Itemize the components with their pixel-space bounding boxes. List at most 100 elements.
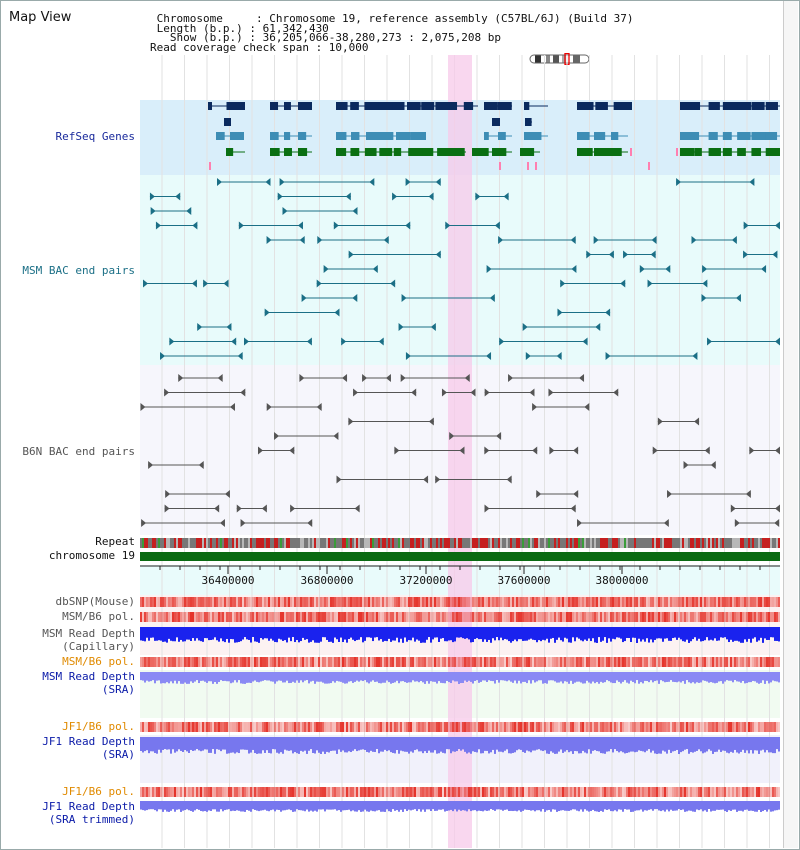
jf1-sra-depth-bar (640, 737, 642, 751)
msm-sra-depth-bar (204, 672, 206, 682)
msm-sra-depth-bar (566, 672, 568, 682)
msm-capillary-depth-bar (542, 627, 544, 640)
track-label-jf1-depth-trimmed[interactable]: JF1 Read Depth (42, 800, 135, 813)
msm-capillary-depth-bar (208, 627, 210, 641)
vertical-scrollbar[interactable] (783, 1, 798, 848)
dbsnp-heat (150, 597, 152, 607)
msm-b6-pol-heat (370, 612, 372, 622)
track-label-chromosome[interactable]: chromosome 19 (48, 549, 135, 562)
track-label-jf1-b6-pol-1[interactable]: JF1/B6 pol. (62, 720, 135, 733)
jf1-trimmed-depth-bar (398, 801, 400, 812)
b6n-bac-pair-end (683, 461, 689, 469)
msm-b6-pol-heat (256, 612, 258, 622)
repeat-element (222, 538, 224, 548)
msm-b6-pol2-heat (316, 657, 318, 667)
jf1-b6-pol2-heat (688, 787, 690, 797)
msm-sra-depth-bar (686, 672, 688, 681)
msm-b6-pol2-heat (516, 657, 518, 667)
msm-bac-pair-end (595, 323, 601, 331)
b6n-bac-pair-end (289, 446, 295, 455)
msm-sra-depth-bar (348, 672, 350, 682)
jf1-b6-pol2-heat (224, 787, 226, 797)
msm-capillary-depth-bar (600, 627, 602, 642)
jf1-b6-pol2-heat (432, 787, 434, 797)
jf1-b6-pol-heat (438, 722, 440, 732)
b6n-bac-pair-end (165, 490, 171, 498)
repeat-element (624, 538, 626, 548)
jf1-b6-pol-heat (500, 722, 502, 732)
msm-capillary-depth-bar (554, 627, 556, 643)
msm-b6-pol2-heat (398, 657, 400, 667)
msm-sra-depth-bar (688, 672, 690, 683)
jf1-b6-pol2-heat (402, 787, 404, 797)
jf1-trimmed-depth-bar (556, 801, 558, 812)
msm-sra-depth-bar (752, 672, 754, 681)
jf1-b6-pol-heat (248, 722, 250, 732)
jf1-sra-depth-bar (480, 737, 482, 754)
track-label-jf1-b6-pol-2[interactable]: JF1/B6 pol. (62, 785, 135, 798)
jf1-b6-pol2-heat (492, 787, 494, 797)
msm-b6-pol2-heat (264, 657, 266, 667)
track-label-msm-depth-capillary[interactable]: MSM Read Depth (42, 627, 135, 640)
track-label-jf1-depth-sra[interactable]: JF1 Read Depth (42, 735, 135, 748)
msm-b6-pol2-heat (526, 657, 528, 667)
jf1-trimmed-depth-bar (688, 801, 690, 811)
dbsnp-heat (334, 597, 336, 607)
jf1-b6-pol-heat (164, 722, 166, 732)
dbsnp-heat (316, 597, 318, 607)
msm-sra-depth-bar (610, 672, 612, 683)
msm-sra-depth-bar (492, 672, 494, 682)
dbsnp-heat (478, 597, 480, 607)
jf1-trimmed-depth-bar (370, 801, 372, 811)
refseq-exon (524, 102, 530, 110)
track-label-msm-b6-pol-1[interactable]: MSM/B6 pol. (62, 610, 135, 623)
track-label-msm-depth-sra[interactable]: MSM Read Depth (42, 670, 135, 683)
msm-sra-depth-bar (528, 672, 530, 681)
repeat-element (310, 538, 312, 548)
jf1-trimmed-depth-bar (740, 801, 742, 811)
track-label-refseq[interactable]: RefSeq Genes (55, 130, 135, 143)
msm-b6-pol2-heat (676, 657, 678, 667)
jf1-trimmed-depth-bar (722, 801, 724, 810)
msm-capillary-depth-bar (334, 627, 336, 638)
msm-sra-depth-bar (162, 672, 164, 684)
jf1-sra-depth-bar (496, 737, 498, 750)
jf1-b6-pol-heat (596, 722, 598, 732)
msm-sra-depth-bar (582, 672, 584, 684)
track-label-msm-depth-capillary-sub: (Capillary) (62, 640, 135, 653)
b6n-bac-pair-end (164, 504, 170, 513)
refseq-exon (613, 102, 632, 110)
jf1-trimmed-depth-bar (710, 801, 712, 812)
dbsnp-heat (696, 597, 698, 607)
refseq-exon (336, 132, 347, 140)
jf1-trimmed-depth-bar (522, 801, 524, 811)
jf1-sra-depth-bar (748, 737, 750, 754)
msm-b6-pol2-heat (372, 657, 374, 667)
jf1-b6-pol-heat (756, 722, 758, 732)
track-label-dbsnp[interactable]: dbSNP(Mouse) (55, 595, 135, 608)
jf1-b6-pol-heat (234, 722, 236, 732)
jf1-b6-pol2-heat (318, 787, 320, 797)
jf1-b6-pol-heat (620, 722, 622, 732)
refseq-exon (498, 102, 512, 110)
jf1-sra-depth-bar (218, 737, 220, 750)
refseq-exon (472, 148, 489, 156)
jf1-trimmed-depth-bar (678, 801, 680, 810)
jf1-b6-pol2-heat (426, 787, 428, 797)
msm-b6-pol2-heat (626, 657, 628, 667)
refseq-exon (393, 148, 402, 156)
jf1-b6-pol2-heat (478, 787, 480, 797)
jf1-trimmed-depth-bar (554, 801, 556, 810)
jf1-sra-depth-bar (544, 737, 546, 751)
track-label-msm-bac[interactable]: MSM BAC end pairs (22, 264, 135, 277)
jf1-b6-pol2-heat (222, 787, 224, 797)
track-label-msm-b6-pol-2[interactable]: MSM/B6 pol. (62, 655, 135, 668)
msm-sra-depth-bar (246, 672, 248, 683)
msm-b6-pol2-heat (208, 657, 210, 667)
track-label-repeat[interactable]: Repeat (95, 535, 135, 548)
repeat-element (580, 538, 582, 548)
jf1-trimmed-depth-bar (266, 801, 268, 811)
repeat-element (320, 538, 322, 548)
track-label-b6n-bac[interactable]: B6N BAC end pairs (22, 445, 135, 458)
